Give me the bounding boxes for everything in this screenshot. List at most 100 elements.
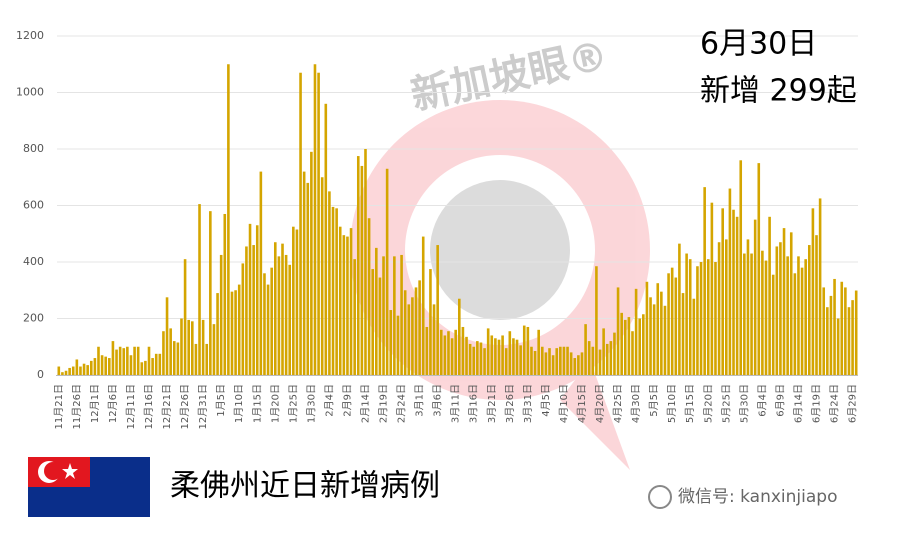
bar: [562, 346, 566, 375]
bar: [595, 266, 598, 375]
bar: [645, 281, 649, 375]
bar: [140, 362, 144, 375]
bar: [191, 321, 194, 375]
bar: [281, 243, 284, 375]
bar: [252, 245, 255, 375]
bar: [317, 72, 320, 375]
bar: [270, 267, 273, 375]
bar: [458, 298, 461, 375]
bar: [685, 253, 688, 375]
bar: [840, 281, 844, 375]
bar: [472, 346, 476, 375]
bar: [833, 278, 836, 375]
bar: [147, 346, 151, 375]
bar: [425, 326, 429, 375]
bar: [89, 360, 93, 375]
bar: [255, 225, 259, 375]
bar: [490, 335, 494, 375]
bar: [288, 264, 292, 375]
bar: [732, 209, 735, 375]
bar: [375, 247, 378, 375]
bar: [393, 256, 396, 375]
bar: [642, 314, 645, 375]
bar: [486, 328, 490, 375]
bar: [548, 348, 551, 375]
bar: [108, 358, 111, 375]
annotation: 6月30日: [700, 27, 817, 62]
x-tick-label: 5月5日: [648, 384, 660, 417]
bar: [331, 206, 335, 375]
bar: [306, 182, 310, 375]
watermark-head: [430, 180, 570, 320]
bar: [259, 171, 263, 375]
bar: [169, 328, 172, 375]
bar: [335, 208, 338, 375]
bar: [836, 318, 840, 375]
bar: [151, 358, 154, 375]
bar: [86, 365, 89, 375]
bar: [753, 219, 757, 375]
x-tick-label: 1月5日: [215, 384, 227, 417]
x-tick-label: 3月1日: [414, 384, 426, 417]
bar: [71, 366, 75, 375]
bar: [68, 367, 71, 375]
bar: [237, 284, 241, 375]
watermark-hole: [405, 155, 595, 345]
bar: [465, 336, 468, 375]
bar: [93, 358, 97, 375]
bar: [522, 325, 526, 375]
bar: [627, 317, 631, 375]
x-tick-label: 4月5日: [540, 384, 552, 417]
bar: [735, 216, 739, 375]
caption: 柔佛州近日新增病例: [170, 469, 440, 504]
bar: [771, 274, 775, 375]
bar: [851, 300, 854, 375]
bar: [115, 349, 118, 375]
bar: [670, 267, 674, 375]
bar: [728, 188, 732, 375]
bar: [295, 229, 299, 375]
bar: [782, 228, 786, 375]
bar: [447, 331, 450, 375]
bar: [634, 288, 638, 375]
flag-crescent-cut: [44, 462, 62, 480]
bar: [346, 236, 349, 375]
x-tick-label: 6月14日: [792, 384, 804, 423]
bar: [216, 293, 219, 375]
bar: [136, 346, 140, 375]
bar: [292, 226, 295, 375]
bar: [652, 304, 656, 375]
bar: [241, 263, 245, 375]
bar: [768, 216, 771, 375]
bar: [212, 324, 216, 375]
bar: [569, 352, 573, 375]
bar: [407, 304, 411, 375]
bar: [234, 290, 237, 375]
bar: [165, 297, 169, 375]
bar: [443, 335, 447, 375]
bar: [519, 345, 522, 375]
bar: [580, 352, 584, 375]
x-tick-label: 5月25日: [720, 384, 732, 423]
y-tick-label: 1000: [16, 86, 44, 99]
bar: [623, 319, 627, 375]
bar: [349, 228, 353, 375]
bar: [342, 235, 346, 375]
x-tick-label: 2月4日: [323, 384, 335, 417]
bar: [219, 254, 223, 375]
bar: [227, 64, 230, 375]
bar: [75, 359, 79, 375]
x-tick-label: 6月29日: [847, 384, 859, 423]
bar: [793, 273, 797, 375]
bar: [555, 348, 559, 375]
bar: [674, 277, 678, 375]
bar: [750, 253, 753, 375]
bar: [360, 165, 364, 375]
bar: [537, 329, 540, 375]
bar: [544, 352, 548, 375]
bar: [454, 329, 457, 375]
bar: [494, 338, 497, 375]
bar: [432, 304, 436, 375]
x-tick-label: 12月31日: [197, 384, 209, 429]
bar: [854, 290, 858, 375]
